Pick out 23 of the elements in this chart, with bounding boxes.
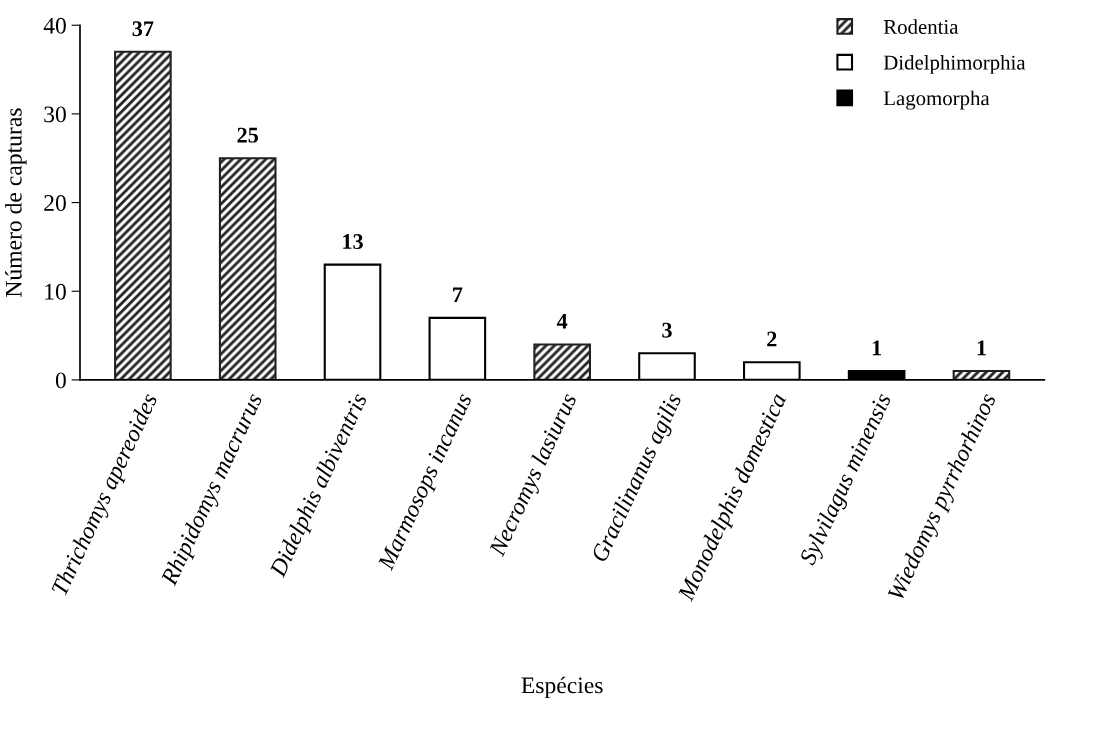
- y-tick-label: 10: [45, 283, 66, 300]
- data-label: 1: [977, 340, 986, 356]
- y-tick-label: 20: [44, 195, 66, 211]
- bar: [533, 343, 591, 380]
- bar: [114, 50, 172, 380]
- y-tick-label: 40: [43, 17, 66, 34]
- legend-label: Rodentia: [883, 19, 959, 34]
- data-label: 2: [767, 331, 777, 347]
- bar: [218, 157, 277, 380]
- legend-label: Lagomorpha: [883, 90, 990, 110]
- legend-label: Didelphimorphia: [883, 54, 1026, 74]
- data-label: 13: [343, 234, 363, 250]
- y-axis-title: Número de capturas: [5, 108, 27, 297]
- data-label: 3: [662, 322, 672, 338]
- bar: [952, 370, 1011, 380]
- data-label: 4: [556, 313, 568, 329]
- data-label: 37: [132, 21, 154, 37]
- data-label: 7: [453, 287, 463, 302]
- y-tick-label: 0: [55, 372, 66, 389]
- data-label: 1: [872, 340, 882, 356]
- data-label: 25: [237, 127, 258, 143]
- x-axis-title: Espécies: [521, 676, 603, 699]
- y-tick-label: 30: [44, 106, 66, 123]
